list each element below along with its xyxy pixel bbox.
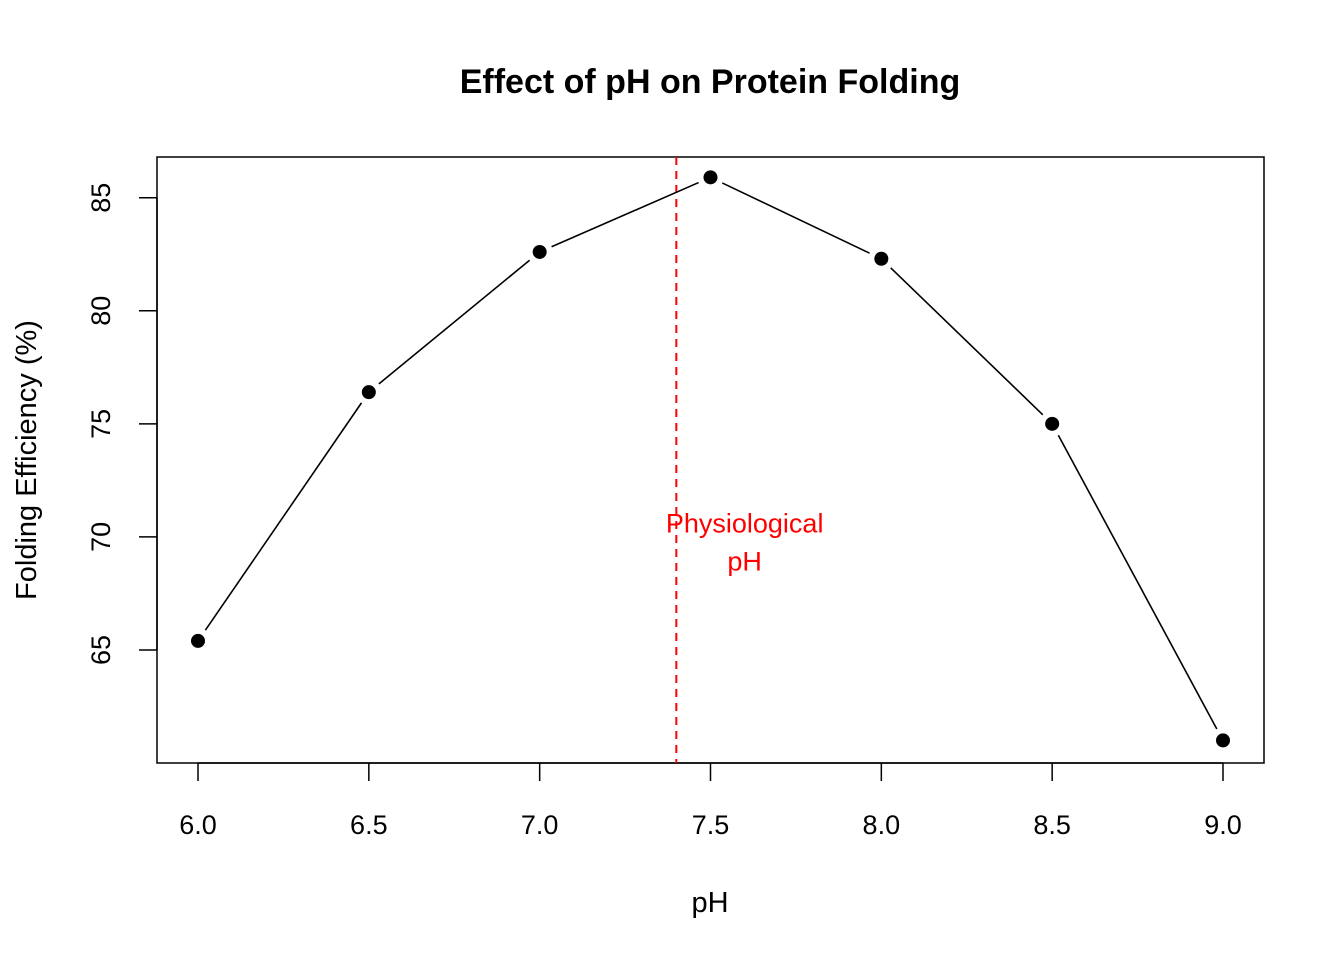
series-line-segment	[378, 259, 531, 385]
series-line-segment	[890, 267, 1044, 416]
data-point	[1045, 416, 1060, 431]
series-line-segment	[721, 182, 870, 254]
data-point	[361, 385, 376, 400]
data-point	[532, 244, 547, 259]
data-point	[191, 633, 205, 648]
x-tick-label: 7.0	[521, 810, 559, 840]
x-tick-label: 8.5	[1033, 810, 1071, 840]
x-axis: 6.0 6.5 7.0 7.5 8.0 8.5 9.0	[179, 762, 1242, 840]
x-tick-label: 6.0	[179, 810, 217, 840]
x-tick-label: 7.5	[692, 810, 730, 840]
y-tick-label: 65	[86, 635, 116, 665]
y-tick-label: 75	[86, 409, 116, 439]
y-tick-label: 85	[86, 183, 116, 213]
x-tick-label: 8.0	[863, 810, 901, 840]
annotation-line: pH	[727, 546, 762, 576]
x-tick-label: 6.5	[350, 810, 388, 840]
annotation-line: Physiological	[666, 508, 824, 538]
y-axis-label: Folding Efficiency (%)	[11, 320, 43, 600]
data-point	[703, 170, 718, 185]
y-axis: 65 70 75 80 85	[86, 183, 158, 665]
y-tick-label: 70	[86, 522, 116, 552]
series-line-segment	[1057, 434, 1218, 730]
chart-title: Effect of pH on Protein Folding	[460, 63, 961, 101]
y-tick-label: 80	[86, 296, 116, 326]
series-line-segment	[204, 402, 363, 631]
physiological-ph-annotation: Physiological pH	[666, 508, 824, 576]
data-point	[1216, 733, 1230, 748]
series-layer	[191, 170, 1230, 748]
x-tick-label: 9.0	[1204, 810, 1242, 840]
series-line-segment	[551, 181, 699, 248]
data-point	[874, 251, 889, 266]
reference-layer: Physiological pH	[666, 157, 824, 763]
x-axis-label: pH	[691, 887, 728, 919]
